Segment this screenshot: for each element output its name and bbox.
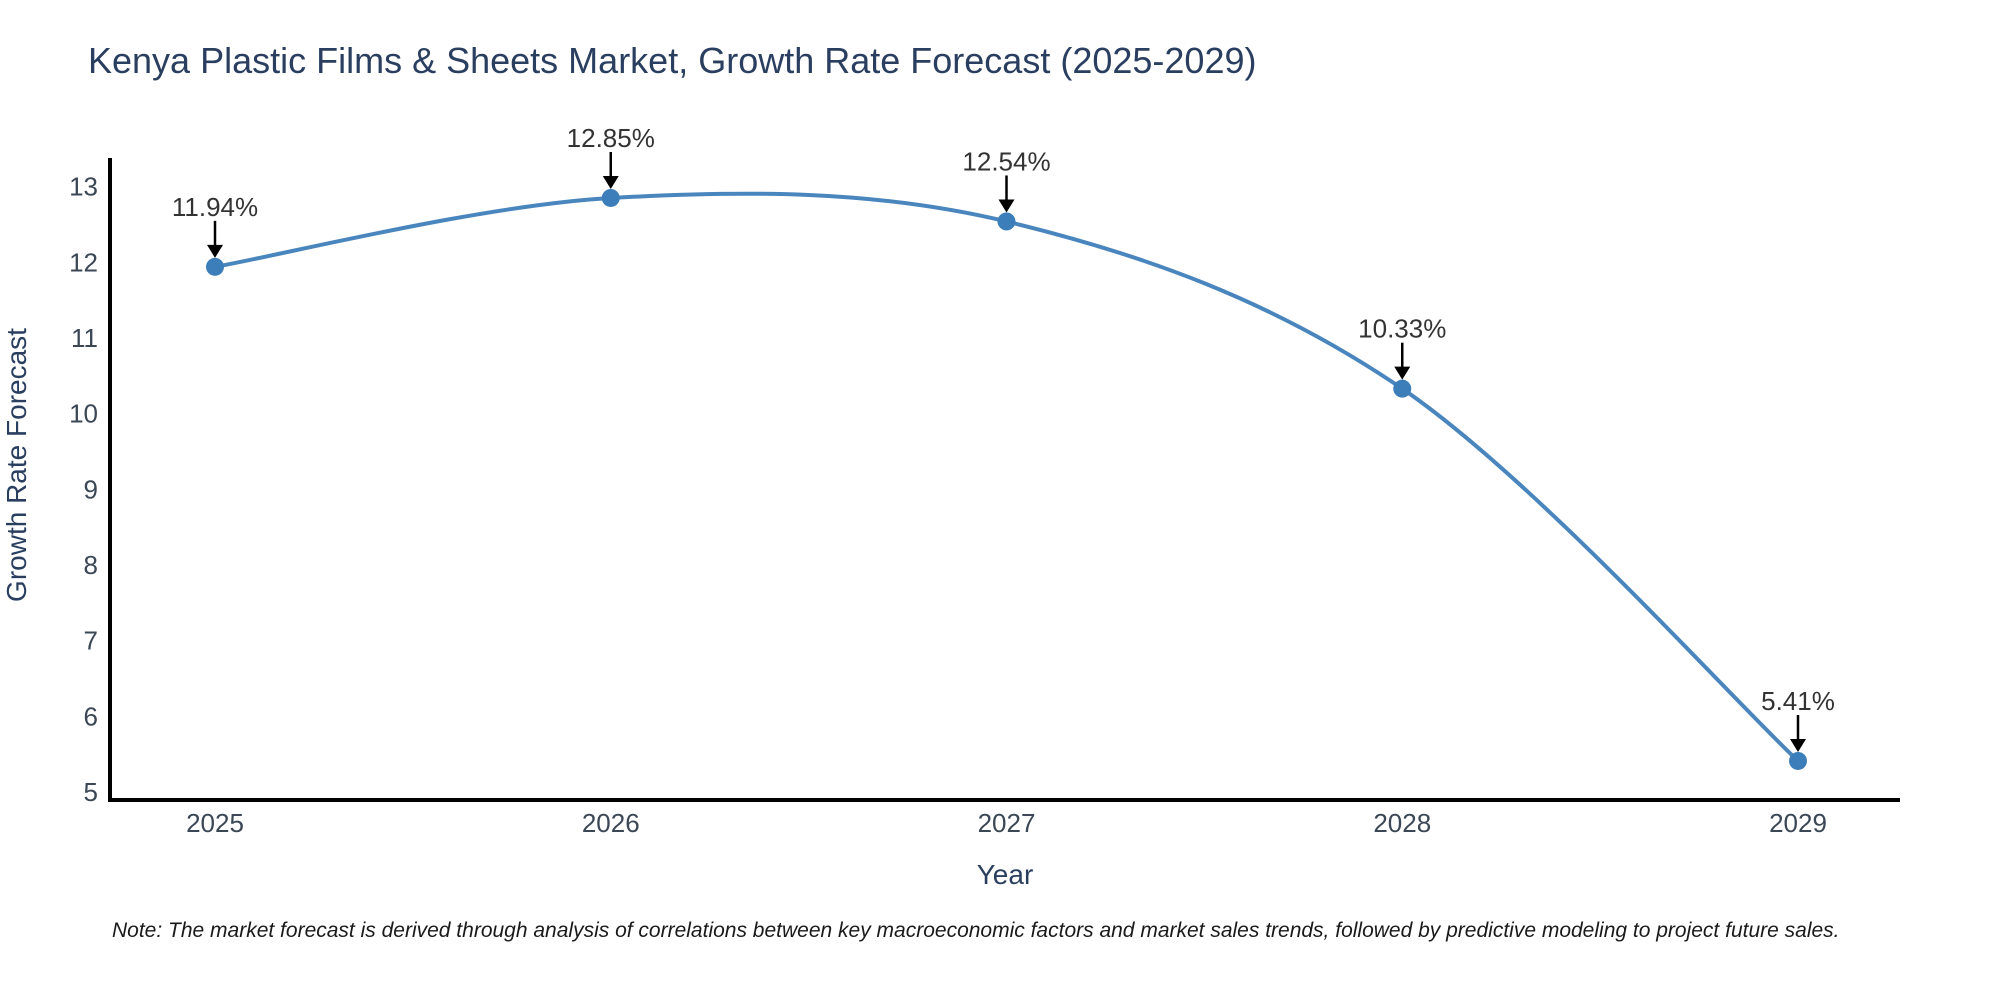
y-tick-label: 7 bbox=[84, 626, 98, 656]
point-annotation: 5.41% bbox=[1761, 686, 1835, 716]
series-line bbox=[213, 191, 1800, 763]
axes-group: 5 6 7 8 9 10 11 12 13 2025 2026 2027 2028 2029 bbox=[69, 158, 1900, 838]
annotation-arrowhead bbox=[1394, 366, 1411, 380]
point-annotation: 10.33% bbox=[1358, 314, 1446, 344]
annotation-arrowhead bbox=[1790, 738, 1806, 752]
y-tick-label: 13 bbox=[69, 172, 98, 202]
y-tick-label: 10 bbox=[69, 399, 98, 429]
y-tick-label: 8 bbox=[84, 550, 98, 580]
x-tick-label: 2027 bbox=[978, 808, 1036, 838]
y-tick-label: 6 bbox=[84, 701, 98, 731]
y-tick-label: 9 bbox=[84, 474, 98, 504]
data-point bbox=[1393, 379, 1412, 398]
footnote: Note: The market forecast is derived thr… bbox=[112, 919, 1840, 942]
y-tick-label: 11 bbox=[71, 323, 98, 353]
annotations-group: 11.94% 12.85% 12.54% 10.33% 5.41% bbox=[172, 123, 1835, 752]
annotation-arrowhead bbox=[998, 199, 1015, 213]
data-point bbox=[206, 257, 224, 276]
data-point bbox=[1789, 751, 1807, 770]
data-point bbox=[601, 188, 620, 207]
chart-title: Kenya Plastic Films & Sheets Market, Gro… bbox=[88, 40, 1257, 81]
point-annotation: 12.54% bbox=[962, 146, 1050, 176]
point-annotation: 12.85% bbox=[567, 123, 655, 153]
point-annotation: 11.94% bbox=[172, 192, 258, 222]
annotation-arrowhead bbox=[602, 175, 619, 189]
data-point bbox=[997, 212, 1016, 231]
y-axis-title: Growth Rate Forecast bbox=[1, 328, 32, 602]
series-group bbox=[206, 188, 1807, 770]
x-tick-label: 2025 bbox=[186, 808, 244, 838]
y-tick-label: 12 bbox=[69, 247, 98, 277]
y-tick-label: 5 bbox=[84, 777, 98, 807]
x-tick-label: 2026 bbox=[582, 808, 640, 838]
annotation-arrowhead bbox=[207, 244, 223, 258]
x-tick-label: 2028 bbox=[1373, 808, 1431, 838]
x-tick-label: 2029 bbox=[1769, 808, 1827, 838]
x-axis-title: Year bbox=[977, 859, 1034, 890]
